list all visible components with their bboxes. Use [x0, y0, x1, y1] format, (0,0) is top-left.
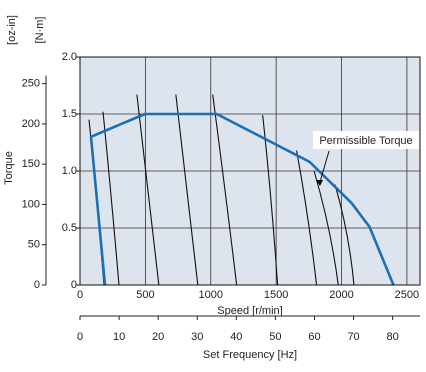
- annotation-arrowhead: [316, 180, 323, 186]
- x-tick-label: 1500: [264, 289, 288, 301]
- y2-tick-label: 100: [22, 198, 40, 210]
- annotation-arrow: [319, 150, 330, 183]
- speed-torque-curve: [136, 94, 160, 286]
- speed-torque-curve: [212, 94, 238, 286]
- speed-torque-curve: [262, 115, 279, 286]
- y2-tick-label: 250: [22, 77, 40, 89]
- x2-tick-label: 20: [152, 331, 164, 343]
- x2-tick-label: 30: [191, 331, 203, 343]
- y-tick-label: 2.0: [62, 51, 77, 63]
- y-tick-label: 0.5: [62, 222, 77, 234]
- x-tick-label: 500: [136, 289, 154, 301]
- y2-tick-label: 200: [22, 118, 40, 130]
- x2-tick-label: 10: [113, 331, 125, 343]
- y-tick-label: 1.5: [62, 108, 77, 120]
- permissible-torque-line: [89, 112, 395, 286]
- y-tick-label: 0: [71, 279, 77, 291]
- y-unit: [N·m]: [34, 17, 46, 44]
- x-tick-label: 2500: [395, 289, 419, 301]
- x2-tick-label: 0: [77, 331, 83, 343]
- x-label: Speed [r/min]: [217, 305, 282, 317]
- speed-torque-curve: [175, 94, 199, 286]
- speed-torque-curve: [313, 170, 339, 286]
- speed-torque-curve: [334, 184, 355, 286]
- x2-tick-label: 50: [269, 331, 281, 343]
- x-tick-label: 1000: [199, 289, 223, 301]
- y2-tick-label: 150: [22, 158, 40, 170]
- plot-border: [79, 56, 421, 286]
- x2-tick-label: 60: [308, 331, 320, 343]
- annotation: Permissible Torque: [319, 135, 412, 147]
- plot: 0 500 1000 1500 2000 250000.51.01.52.00501001…: [22, 51, 421, 343]
- annotation-box: [313, 131, 419, 149]
- x-tick-label: 2000: [329, 289, 353, 301]
- x2-label: Set Frequency [Hz]: [203, 349, 297, 361]
- y-tick-label: 1.0: [62, 165, 77, 177]
- y2-unit: [oz-in]: [6, 15, 18, 45]
- speed-torque-curve: [102, 111, 120, 286]
- x-tick-label: 0: [77, 289, 83, 301]
- y2-tick-label: 50: [28, 239, 40, 251]
- y2-tick-label: 0: [34, 279, 40, 291]
- speed-torque-curve: [296, 150, 318, 286]
- x2-tick-label: 40: [230, 331, 242, 343]
- x2-tick-label: 70: [347, 331, 359, 343]
- x2-tick-label: 80: [387, 331, 399, 343]
- y-label: Torque: [3, 151, 15, 185]
